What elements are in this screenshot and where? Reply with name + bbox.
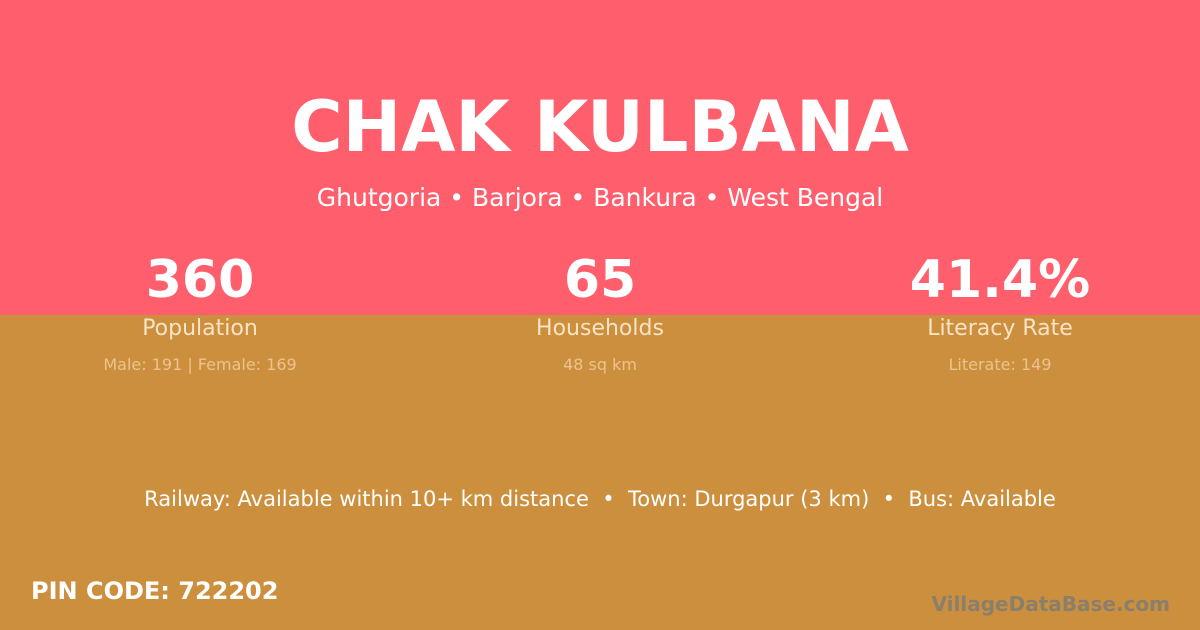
site-logo: VillageDataBase.com (931, 592, 1170, 616)
header-band (0, 0, 1200, 315)
location-breadcrumb: Ghutgoria • Barjora • Bankura • West Ben… (316, 183, 884, 212)
pin-code: PIN CODE: 722202 (31, 577, 279, 605)
stat-value: 360 (145, 250, 255, 310)
stat-value: 41.4% (909, 250, 1091, 310)
stat-detail: 48 sq km (563, 355, 637, 374)
stat-label: Population (142, 316, 258, 341)
village-title: CHAK KULBANA (291, 86, 909, 168)
stat-label: Households (536, 316, 664, 341)
stat-detail: Literate: 149 (948, 355, 1052, 374)
connectivity-info: Railway: Available within 10+ km distanc… (144, 487, 1056, 511)
stat-label: Literacy Rate (927, 316, 1073, 341)
stat-value: 65 (563, 250, 637, 310)
stat-detail: Male: 191 | Female: 169 (103, 355, 297, 374)
